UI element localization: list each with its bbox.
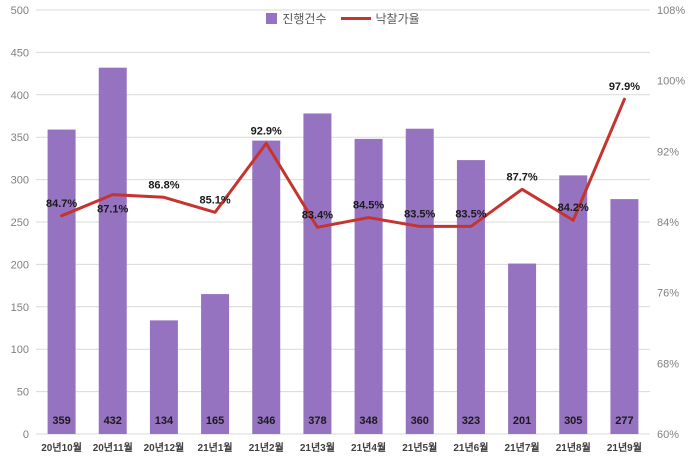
line-series-path xyxy=(60,97,626,229)
y-axis-right-tick-label: 84% xyxy=(657,217,679,229)
category-label: 21년1월 xyxy=(198,441,233,454)
bar-value-label: 165 xyxy=(206,415,224,427)
bar xyxy=(98,67,127,434)
bar xyxy=(252,140,281,435)
bar xyxy=(303,113,332,435)
category-label: 20년10월 xyxy=(41,441,82,454)
line-point-label: 83.4% xyxy=(302,209,333,221)
bar xyxy=(149,320,178,434)
line-point-label: 87.1% xyxy=(97,204,128,216)
bar-value-label: 323 xyxy=(462,415,480,427)
y-axis-left-tick-label: 450 xyxy=(11,47,29,59)
category-label: 20년11월 xyxy=(93,441,133,454)
bar-value-label: 305 xyxy=(564,415,582,427)
y-axis-left-tick-label: 500 xyxy=(11,5,29,17)
y-axis-left-tick-label: 400 xyxy=(11,90,29,102)
y-axis-right-tick-label: 68% xyxy=(657,358,679,370)
bar-value-label: 348 xyxy=(359,415,377,427)
bar-value-label: 432 xyxy=(104,415,122,427)
bar xyxy=(456,160,485,434)
y-axis-left-tick-label: 200 xyxy=(11,259,29,271)
line-point-label: 92.9% xyxy=(251,125,282,137)
bar xyxy=(405,128,434,434)
bar-value-label: 360 xyxy=(411,415,429,427)
line-point-label: 85.1% xyxy=(199,194,230,206)
y-axis-left-tick-label: 300 xyxy=(11,175,29,187)
line-point-label: 84.7% xyxy=(46,198,77,210)
bar-value-label: 346 xyxy=(257,415,275,427)
line-point-label: 84.2% xyxy=(558,202,589,214)
y-axis-left-tick-label: 150 xyxy=(11,302,29,314)
bar xyxy=(47,129,76,434)
bar xyxy=(508,263,537,434)
bar-value-label: 378 xyxy=(308,415,326,427)
y-axis-left-tick-label: 350 xyxy=(11,132,29,144)
category-label: 21년7월 xyxy=(505,441,540,454)
bar xyxy=(354,138,383,434)
y-axis-left-tick-label: 50 xyxy=(17,387,29,399)
line-point-label: 97.9% xyxy=(609,81,640,93)
line-point-label: 84.5% xyxy=(353,200,384,212)
category-label: 21년4월 xyxy=(351,441,386,454)
category-label: 21년6월 xyxy=(453,441,488,454)
line-point-label: 86.8% xyxy=(148,179,179,191)
y-axis-right-tick-label: 100% xyxy=(657,76,685,88)
bar xyxy=(201,294,230,434)
line-point-label: 87.7% xyxy=(506,171,537,183)
bar-value-label: 134 xyxy=(155,415,174,427)
y-axis-right-tick-label: 60% xyxy=(657,429,679,441)
bar-value-label: 277 xyxy=(615,415,633,427)
y-axis-right-tick-label: 76% xyxy=(657,288,679,300)
y-axis-right-tick-label: 108% xyxy=(657,5,685,17)
category-label: 21년3월 xyxy=(300,441,335,454)
bar-value-label: 359 xyxy=(52,415,70,427)
y-axis-left-tick-label: 250 xyxy=(11,217,29,229)
category-label: 21년2월 xyxy=(249,441,284,454)
bar xyxy=(610,199,639,434)
y-axis-left-tick-label: 100 xyxy=(11,344,29,356)
y-axis-left-tick-label: 0 xyxy=(23,429,29,441)
bar-value-label: 201 xyxy=(513,415,531,427)
category-label: 20년12월 xyxy=(144,441,185,454)
line-point-label: 83.5% xyxy=(404,208,435,220)
category-label: 21년9월 xyxy=(607,441,642,454)
category-label: 21년8월 xyxy=(556,441,591,454)
line-point-label: 83.5% xyxy=(455,208,486,220)
category-label: 21년5월 xyxy=(402,441,437,454)
y-axis-right-tick-label: 92% xyxy=(657,146,679,158)
